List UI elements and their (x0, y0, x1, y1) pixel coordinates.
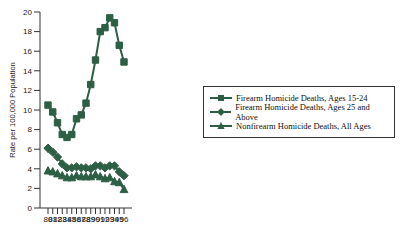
svg-text:8: 8 (28, 125, 33, 134)
svg-text:4: 4 (28, 165, 33, 174)
svg-text:14: 14 (23, 67, 32, 76)
svg-text:Rate per 100,000 Population: Rate per 100,000 Population (8, 62, 17, 158)
svg-text:18: 18 (23, 27, 32, 36)
svg-text:20: 20 (23, 8, 32, 17)
svg-text:16: 16 (23, 47, 32, 56)
svg-text:12: 12 (23, 86, 32, 95)
html-text:Nonfirearm Homicide Deaths, Al: Nonfirearm Homicide Deaths, All Ages (236, 121, 371, 131)
svg-text:6: 6 (28, 145, 33, 154)
svg-text:10: 10 (23, 106, 32, 115)
svg-text:2: 2 (28, 184, 33, 193)
html-text:Firearm Homicide Deaths, Ages: Firearm Homicide Deaths, Ages 15-24 (236, 93, 368, 103)
svg-text:0: 0 (28, 204, 33, 213)
html-text:Firearm Homicide Deaths, Ages: Firearm Homicide Deaths, Ages 25 and Abo… (235, 102, 370, 122)
svg-text:96: 96 (120, 215, 129, 224)
